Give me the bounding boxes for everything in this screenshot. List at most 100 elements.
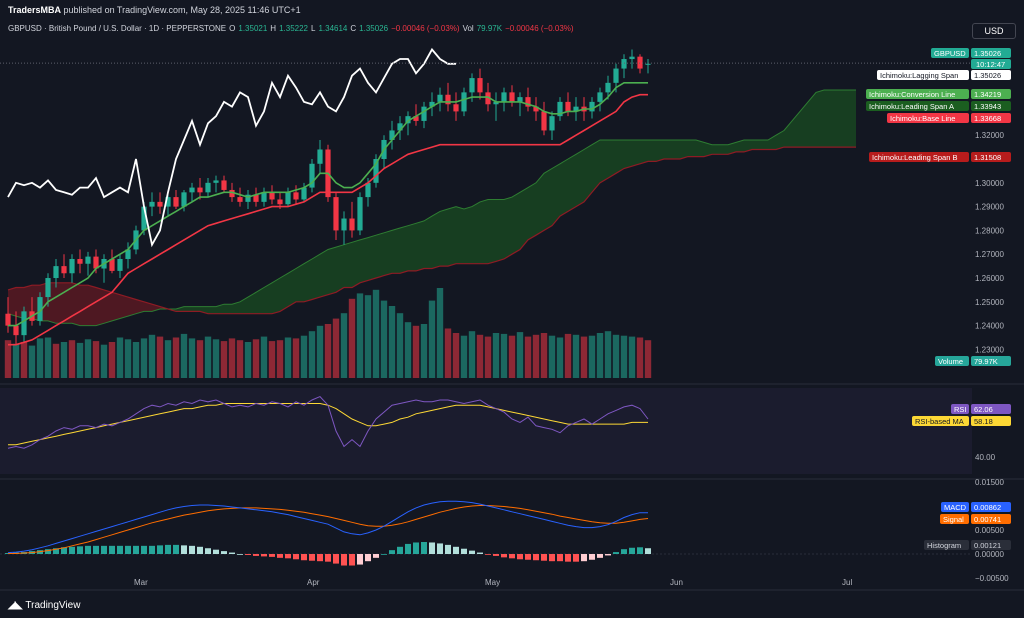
- candle-body: [645, 63, 651, 65]
- histogram-bar: [485, 554, 491, 555]
- macd-line: [7, 500, 648, 554]
- candle-body: [301, 187, 307, 200]
- volume-bar: [148, 334, 156, 378]
- histogram-bar: [333, 554, 339, 564]
- histogram-bar: [53, 548, 59, 554]
- candle-body: [493, 101, 499, 105]
- histogram-bar: [493, 554, 499, 556]
- candle-body: [629, 56, 635, 60]
- candle-body: [549, 116, 555, 131]
- cloud-segment: [24, 285, 32, 319]
- cloud-segment: [384, 230, 392, 276]
- rsi-ma-tag-value-box: [971, 416, 1011, 426]
- histogram-bar: [357, 554, 363, 565]
- histogram-tag-box: [924, 540, 969, 550]
- volume-bar: [172, 337, 180, 378]
- cloud-segment: [520, 187, 528, 250]
- volume-bar: [404, 322, 412, 378]
- cloud-segment: [512, 192, 520, 255]
- volume-bar: [140, 338, 148, 378]
- histogram-bar: [509, 554, 515, 559]
- cloud-segment: [696, 139, 704, 157]
- cloud-segment: [776, 130, 784, 150]
- low-value: 1.34614: [318, 24, 348, 33]
- histogram-bar: [309, 554, 315, 561]
- tradingview-logo-icon[interactable]: ◢◣: [8, 600, 22, 611]
- change-value: −0.00046 (−0.03%): [391, 24, 460, 33]
- cloud-segment: [832, 89, 840, 148]
- histogram-bar: [381, 554, 387, 555]
- candle-body: [69, 258, 75, 274]
- price-tick-label: 1.27000: [975, 250, 1004, 259]
- cloud-segment: [432, 211, 440, 269]
- volume-bar: [636, 337, 644, 378]
- publisher-name: TradersMBA: [8, 5, 62, 15]
- volume-bar: [524, 336, 532, 378]
- histogram-bar: [461, 548, 467, 554]
- time-axis-label: Jul: [842, 578, 852, 587]
- rsi-tag-box: [951, 404, 969, 414]
- candle-body: [277, 199, 283, 205]
- macd-tag-label: MACD: [944, 503, 967, 512]
- open-label: O: [229, 24, 236, 33]
- base-line-tag-label: Ichimoku:Base Line: [890, 114, 955, 123]
- candle-body: [269, 192, 275, 200]
- histogram-bar: [557, 554, 563, 562]
- candle-body: [533, 106, 539, 112]
- histogram-bar: [413, 542, 419, 554]
- leading-span-b-tag-box: [869, 152, 969, 162]
- histogram-bar: [109, 545, 115, 554]
- volume-tag-box: [935, 356, 969, 366]
- candle-body: [509, 92, 515, 102]
- candle-body: [261, 192, 267, 202]
- cloud-segment: [760, 139, 768, 150]
- candle-body: [485, 92, 491, 105]
- cloud-segment: [480, 199, 488, 264]
- candle-body: [605, 82, 611, 93]
- cloud-segment: [336, 244, 344, 293]
- cloud-segment: [224, 304, 232, 314]
- volume-bar: [452, 333, 460, 378]
- histogram-bar: [181, 545, 187, 554]
- volume-bar: [468, 331, 476, 378]
- volume-tag-value-box: [971, 356, 1011, 366]
- macd-tag: MACD 0.00862: [941, 502, 1011, 512]
- histogram-bar: [61, 547, 67, 554]
- volume-bar: [204, 336, 212, 378]
- volume-bar: [220, 341, 228, 378]
- candle-body: [637, 56, 643, 69]
- volume-bar: [332, 318, 340, 378]
- candle-body: [21, 311, 27, 336]
- volume-bar: [540, 333, 548, 378]
- histogram-bar: [157, 545, 163, 554]
- candle-body: [461, 92, 467, 112]
- currency-button[interactable]: USD: [972, 23, 1016, 39]
- histogram-bar: [141, 545, 147, 554]
- histogram-bar: [629, 547, 635, 554]
- cloud-segment: [680, 139, 688, 160]
- gbpusd-price-tag: GBPUSD 1.35026: [931, 48, 1011, 58]
- cloud-segment: [632, 139, 640, 167]
- cloud-segment: [552, 163, 560, 226]
- volume-bar: [84, 339, 92, 378]
- histogram-bar: [69, 546, 75, 554]
- rsi-tag: RSI 62.06: [951, 404, 1011, 414]
- footer-brand[interactable]: TradingView: [25, 600, 81, 611]
- histogram-bar: [365, 554, 371, 562]
- cloud-segment: [504, 197, 512, 259]
- volume-bar: [596, 333, 604, 378]
- macd-tick-label: 0.00500: [975, 526, 1004, 535]
- cloud-segment: [264, 282, 272, 314]
- candle-body: [413, 116, 419, 121]
- gbpusd-price-tag-label: GBPUSD: [934, 49, 966, 58]
- cloud-segment: [448, 206, 456, 267]
- histogram-bar: [173, 544, 179, 554]
- cloud-segment: [216, 304, 224, 314]
- symbol-name[interactable]: GBPUSD · British Pound / U.S. Dollar · 1…: [8, 24, 227, 33]
- cloud-segment: [96, 287, 104, 326]
- volume-bar: [348, 298, 356, 378]
- cloud-segment: [416, 220, 424, 271]
- histogram-bar: [549, 554, 555, 562]
- symbol-legend: GBPUSD · British Pound / U.S. Dollar · 1…: [8, 24, 574, 33]
